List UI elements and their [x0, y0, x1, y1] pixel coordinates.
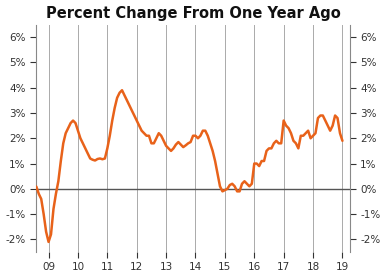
Title: Percent Change From One Year Ago: Percent Change From One Year Ago — [46, 6, 340, 21]
